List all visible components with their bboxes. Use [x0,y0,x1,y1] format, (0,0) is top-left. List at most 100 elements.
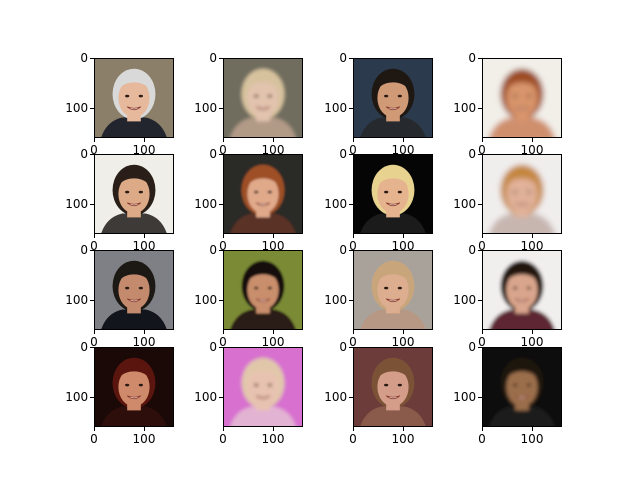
x-tick-mark [223,330,224,334]
eye-shape [125,94,130,98]
eye-shape [384,383,389,387]
hair-top-shape [375,72,411,93]
eye-shape [267,94,272,98]
face-image [354,348,432,426]
hair-top-shape [245,168,281,189]
face-image [95,251,173,329]
clothing-shape [489,309,555,329]
y-tick-mark [478,347,482,348]
x-tick-mark [532,427,533,431]
x-tick-mark [94,427,95,431]
clothing-shape [230,406,296,426]
face-shape [118,174,150,214]
face-shape [377,174,409,214]
x-tick-mark [482,138,483,142]
y-tick-label: 100 [65,390,89,404]
x-tick-label: 100 [261,143,285,157]
mouth-shape [126,395,142,400]
mouth-shape [385,106,401,111]
x-tick-label: 100 [391,239,415,253]
eye-shape [138,383,143,387]
hair-top-shape [245,264,281,285]
subplot-4: 0 100 0 100 [453,52,562,156]
face-image [224,348,302,426]
y-tick-label: 0 [80,340,89,354]
y-tick-label: 0 [468,147,477,161]
y-tick-mark [349,58,353,59]
face-shape [118,367,150,407]
eye-shape [138,286,143,290]
x-tick-mark [403,330,404,334]
y-tick-mark [90,347,94,348]
mouth-shape [255,202,271,207]
y-tick-label: 100 [194,101,218,115]
eye-shape [125,383,130,387]
eye-shape [254,190,259,194]
y-tick-label: 0 [468,243,477,257]
eye-shape [138,190,143,194]
x-tick-mark [94,138,95,142]
y-tick-mark [478,204,482,205]
y-tick-mark [90,250,94,251]
mouth-shape [126,298,142,303]
image-axes [482,347,562,427]
y-tick-label: 100 [65,293,89,307]
hair-top-shape [116,361,152,382]
eye-shape [267,286,272,290]
image-axes [223,154,303,234]
eye-shape [254,286,259,290]
image-axes [223,250,303,330]
y-tick-label: 100 [453,293,477,307]
clothing-shape [360,406,426,426]
x-tick-mark [532,234,533,238]
y-tick-label: 100 [65,101,89,115]
y-tick-mark [90,397,94,398]
face-shape [377,78,409,118]
y-tick-mark [349,204,353,205]
face-shape [506,174,538,214]
y-tick-label: 0 [209,340,218,354]
eye-shape [397,286,402,290]
x-tick-mark [482,330,483,334]
y-tick-mark [349,154,353,155]
image-axes [353,154,433,234]
x-tick-mark [353,138,354,142]
subplot-11: 0 100 0 100 [324,244,433,348]
hair-top-shape [245,361,281,382]
x-tick-label: 0 [90,239,98,253]
x-tick-mark [144,234,145,238]
y-tick-label: 100 [324,390,348,404]
x-tick-mark [94,234,95,238]
y-tick-label: 100 [194,197,218,211]
y-tick-mark [219,347,223,348]
eye-shape [397,383,402,387]
face-image [95,155,173,233]
subplot-12: 0 100 0 100 [453,244,562,348]
mouth-shape [514,298,530,303]
y-tick-label: 100 [453,101,477,115]
y-tick-label: 0 [339,340,348,354]
subplot-10: 0 100 0 100 [194,244,303,348]
mouth-shape [514,106,530,111]
hair-top-shape [375,361,411,382]
eye-shape [513,383,518,387]
image-axes [482,58,562,138]
mouth-shape [514,202,530,207]
subplot-6: 0 100 0 100 [194,148,303,252]
subplot-9: 0 100 0 100 [65,244,174,348]
mouth-shape [255,106,271,111]
hair-top-shape [116,72,152,93]
clothing-shape [360,309,426,329]
face-image [354,155,432,233]
eye-shape [526,383,531,387]
clothing-shape [360,117,426,137]
x-tick-label: 0 [219,432,227,446]
y-tick-label: 100 [65,197,89,211]
image-axes [223,347,303,427]
face-image [483,251,561,329]
subplot-15: 0 100 0 100 [324,341,433,445]
eye-shape [526,190,531,194]
x-tick-label: 100 [520,143,544,157]
mouth-shape [126,202,142,207]
face-shape [377,270,409,310]
